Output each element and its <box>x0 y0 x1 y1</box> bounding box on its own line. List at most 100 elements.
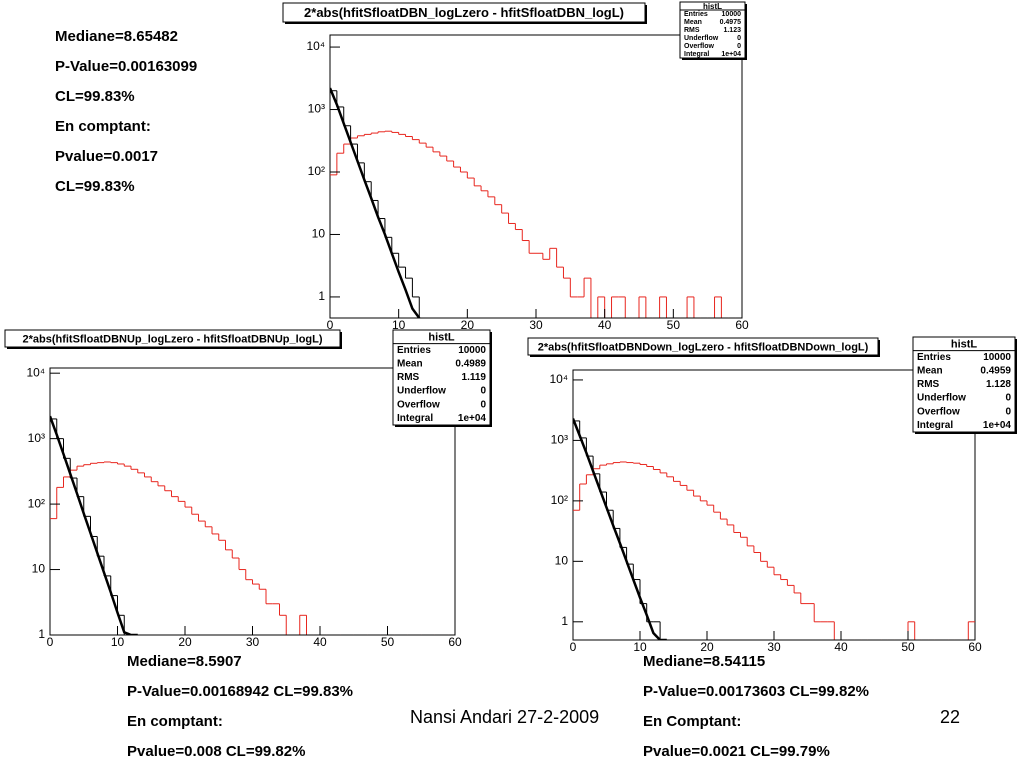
y-tick-label: 10³ <box>28 431 45 445</box>
y-tick-label: 10³ <box>551 433 568 447</box>
stats-label: Entries <box>917 352 951 363</box>
plot-area <box>330 87 742 318</box>
stats-value: 1.123 <box>723 27 741 34</box>
stats-label: Overflow <box>397 399 440 410</box>
note: CL=99.83% <box>55 88 135 105</box>
x-tick-label: 30 <box>767 640 781 654</box>
stats-label: Entries <box>684 11 708 18</box>
x-tick-label: 40 <box>834 640 848 654</box>
stats-value: 0 <box>737 35 741 42</box>
x-tick-label: 60 <box>968 640 982 654</box>
stats-value: 10000 <box>458 345 486 356</box>
stats-label: Overflow <box>917 406 960 417</box>
x-tick-label: 10 <box>633 640 647 654</box>
x-tick-label: 60 <box>448 635 462 649</box>
x-tick-label: 40 <box>598 318 612 332</box>
note: Pvalue=0.0017 <box>55 148 158 165</box>
note: Mediane=8.54115 <box>643 653 765 670</box>
y-tick-label: 10⁴ <box>549 372 568 386</box>
x-tick-label: 50 <box>667 318 681 332</box>
note: Pvalue=0.0021 CL=99.79% <box>643 743 830 760</box>
x-tick-label: 50 <box>901 640 915 654</box>
x-tick-label: 30 <box>529 318 543 332</box>
stats-box <box>392 329 491 426</box>
stats-title: histL <box>951 339 978 351</box>
y-tick-label: 10 <box>555 554 569 568</box>
stats-box <box>679 1 746 59</box>
fit-curve <box>330 87 421 318</box>
stats-label: Integral <box>397 413 433 424</box>
y-tick-label: 10² <box>28 496 45 510</box>
stats-value: 0.4959 <box>980 366 1011 377</box>
stats-label: RMS <box>684 27 700 34</box>
stats-title: histL <box>703 2 722 11</box>
note: En comptant: <box>127 713 223 730</box>
y-tick-label: 1 <box>318 289 325 303</box>
stats-value: 1.128 <box>986 379 1011 390</box>
stats-label: RMS <box>397 372 420 383</box>
x-tick-label: 30 <box>246 635 260 649</box>
stats-value: 10000 <box>722 11 742 18</box>
stats-label: RMS <box>917 379 940 390</box>
fit-curve <box>573 418 667 640</box>
x-tick-label: 60 <box>735 318 749 332</box>
y-tick-label: 10 <box>32 562 46 576</box>
title-box <box>527 337 879 356</box>
plot-area <box>50 415 455 635</box>
note: P-Value=0.00168942 CL=99.83% <box>127 683 353 700</box>
stats-value: 0 <box>480 399 486 410</box>
note: P-Value=0.00173603 CL=99.82% <box>643 683 869 700</box>
title-box <box>4 329 341 348</box>
plot-frame <box>49 367 456 636</box>
stats-value: 0 <box>480 386 486 397</box>
y-tick-label: 10³ <box>308 102 325 116</box>
note: P-Value=0.00163099 <box>55 58 197 75</box>
y-tick-label: 10² <box>308 164 325 178</box>
plot-area <box>573 418 975 640</box>
stats-label: Mean <box>397 359 423 370</box>
x-tick-label: 10 <box>111 635 125 649</box>
y-tick-label: 1 <box>38 627 45 641</box>
page-number: 22 <box>940 707 960 727</box>
hist-step <box>336 90 420 318</box>
fit-curve <box>50 415 138 635</box>
hist-step <box>56 418 125 635</box>
stats-value: 10000 <box>983 352 1011 363</box>
stats-label: Underflow <box>917 393 966 404</box>
stats-value: 1.119 <box>462 372 487 383</box>
stats-label: Overflow <box>684 43 715 50</box>
hist-step <box>336 131 722 318</box>
stats-value: 0 <box>737 43 741 50</box>
title-box <box>282 2 646 23</box>
plot-frame <box>329 34 743 319</box>
x-tick-label: 20 <box>461 318 475 332</box>
chart-title: 2*abs(hfitSfloatDBN_logLzero - hfitSfloa… <box>304 5 624 20</box>
stats-label: Entries <box>397 345 431 356</box>
stats-label: Underflow <box>684 35 719 42</box>
y-tick-label: 10² <box>551 493 568 507</box>
note: Mediane=8.65482 <box>55 28 178 45</box>
note: Mediane=8.5907 <box>127 653 242 670</box>
y-tick-label: 10 <box>312 227 326 241</box>
stats-value: 1e+04 <box>458 413 487 424</box>
stats-value: 1e+04 <box>721 51 741 58</box>
y-tick-label: 10⁴ <box>26 365 45 379</box>
stats-label: Underflow <box>397 386 446 397</box>
x-tick-label: 40 <box>313 635 327 649</box>
stats-value: 0 <box>1005 393 1011 404</box>
note: CL=99.83% <box>55 178 135 195</box>
stats-label: Integral <box>917 420 953 431</box>
y-tick-label: 10⁴ <box>306 39 325 53</box>
stats-box <box>912 336 1016 433</box>
stats-value: 0.4989 <box>455 359 486 370</box>
note: En Comptant: <box>643 713 741 730</box>
stats-label: Integral <box>684 51 709 58</box>
note: En comptant: <box>55 118 151 135</box>
stats-value: 0.4975 <box>720 19 742 26</box>
y-tick-label: 1 <box>561 614 568 628</box>
x-tick-label: 0 <box>327 318 334 332</box>
stats-title: histL <box>428 332 455 344</box>
stats-value: 0 <box>1005 406 1011 417</box>
chart-title: 2*abs(hfitSfloatDBNUp_logLzero - hfitSfl… <box>22 333 322 345</box>
